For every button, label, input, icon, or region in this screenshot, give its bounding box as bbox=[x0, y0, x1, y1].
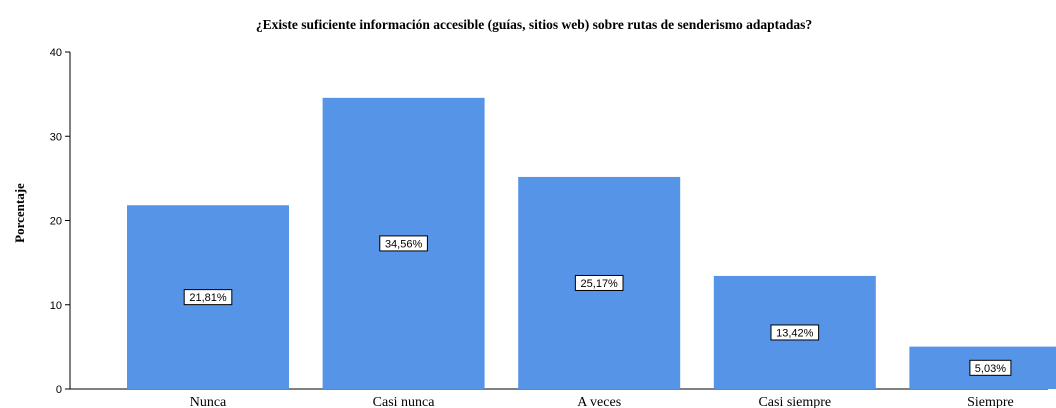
x-tick-label: A veces bbox=[577, 395, 621, 408]
data-label: 5,03% bbox=[975, 363, 1006, 375]
data-label-box bbox=[574, 274, 624, 291]
chart-title: ¿Existe suficiente información accesible… bbox=[256, 17, 812, 32]
x-tick-label: Casi nunca bbox=[373, 395, 436, 408]
category-labels: Nunca Casi nunca A veces Casi siempre Siempr… bbox=[190, 395, 1014, 408]
data-labels: 21,81% 34,56% 25,17% 13,42% 5,03% bbox=[183, 235, 1012, 376]
data-label: 13,42% bbox=[776, 327, 814, 339]
y-tick-label: 40 bbox=[50, 47, 62, 59]
y-tick-label: 10 bbox=[50, 300, 62, 312]
data-label: 21,81% bbox=[189, 292, 227, 304]
data-label: 34,56% bbox=[385, 238, 423, 250]
data-label: 25,17% bbox=[581, 278, 619, 290]
y-tick-label: 30 bbox=[50, 131, 62, 143]
x-tick-label: Casi siempre bbox=[758, 395, 831, 408]
data-label-box bbox=[770, 324, 820, 341]
y-tick-label: 20 bbox=[50, 216, 62, 228]
bars bbox=[127, 97, 1056, 389]
data-label-box bbox=[183, 289, 233, 306]
y-tick-label: 0 bbox=[56, 384, 62, 396]
x-tick-label: Nunca bbox=[190, 395, 227, 408]
data-label-box bbox=[379, 235, 428, 252]
x-tick-label: Siempre bbox=[967, 395, 1014, 408]
data-label-box bbox=[969, 359, 1012, 376]
y-axis-label: Porcentaje bbox=[12, 183, 27, 243]
